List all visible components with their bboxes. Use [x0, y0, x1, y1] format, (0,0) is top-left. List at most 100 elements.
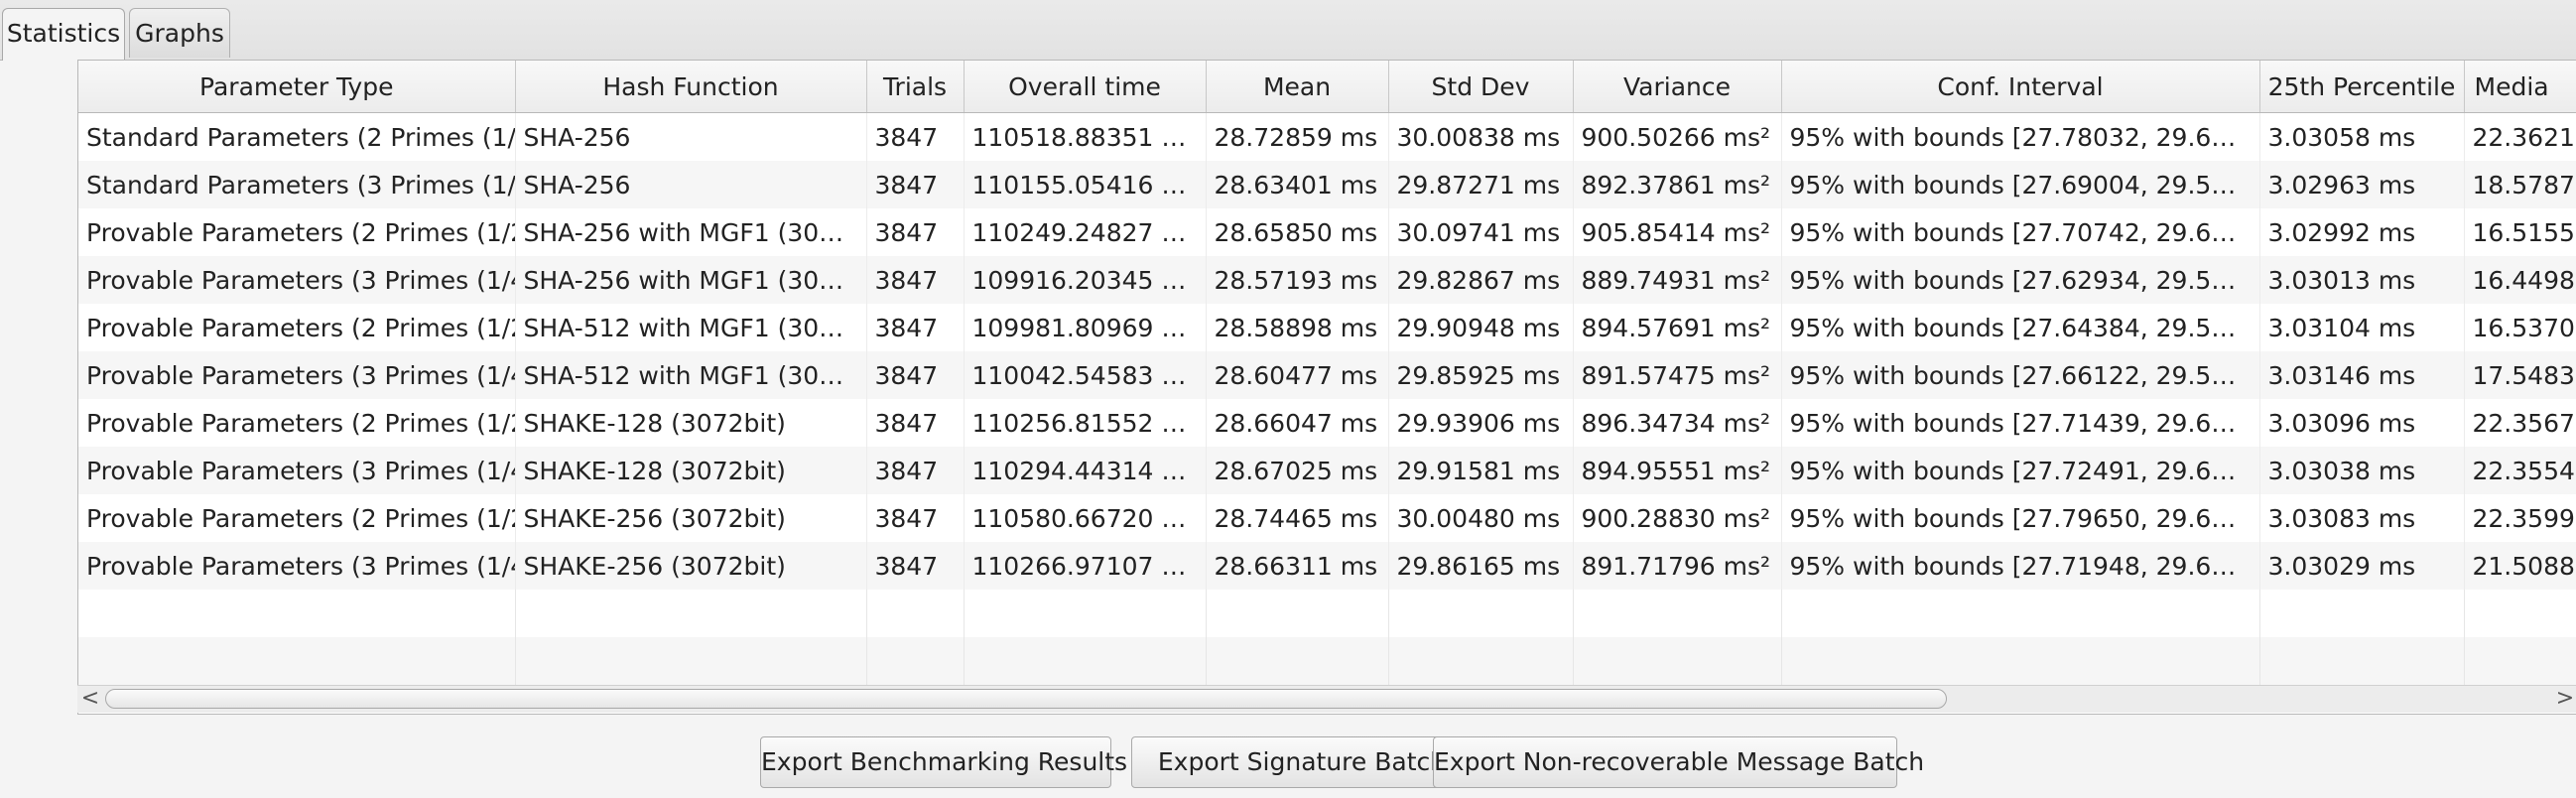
cell-trials: 3847: [866, 161, 965, 208]
empty-cell: [866, 590, 965, 637]
cell-variance: 891.57475 ms²: [1573, 351, 1782, 399]
cell-hash-function: SHA-256 with MGF1 (3072bit): [515, 256, 867, 304]
table-row[interactable]: Provable Parameters (3 Primes (1/4N...SH…: [78, 447, 2576, 494]
cell-std-dev: 29.86165 ms: [1388, 542, 1574, 590]
table-row[interactable]: Provable Parameters (2 Primes (1/2N...SH…: [78, 494, 2576, 542]
empty-cell: [515, 637, 867, 685]
cell-25th-percentile: 3.03013 ms: [2259, 256, 2465, 304]
empty-cell: [866, 637, 965, 685]
cell-25th-percentile: 3.03058 ms: [2259, 112, 2465, 161]
export-non-recoverable-message-batch-button[interactable]: Export Non-recoverable Message Batch: [1433, 736, 1924, 788]
export-signature-batch-button[interactable]: Export Signature Batch: [1131, 736, 1473, 788]
cell-mean: 28.72859 ms: [1206, 112, 1389, 161]
cell-variance: 894.95551 ms²: [1573, 447, 1782, 494]
cell-mean: 28.57193 ms: [1206, 256, 1389, 304]
cell-25th-percentile: 3.02963 ms: [2259, 161, 2465, 208]
cell-overall-time: 110155.05416 ms: [964, 161, 1207, 208]
empty-row: [78, 637, 2576, 685]
tab-bar: Statistics Graphs: [0, 0, 2576, 61]
empty-cell: [2259, 590, 2465, 637]
column-header-25th-percentile[interactable]: 25th Percentile: [2259, 61, 2465, 113]
empty-cell: [1573, 637, 1782, 685]
column-header-conf-interval[interactable]: Conf. Interval: [1781, 61, 2260, 113]
table-row[interactable]: Provable Parameters (3 Primes (1/4N...SH…: [78, 542, 2576, 590]
cell-hash-function: SHA-512 with MGF1 (3072bit): [515, 351, 867, 399]
cell-25th-percentile: 3.03083 ms: [2259, 494, 2465, 542]
empty-cell: [1388, 590, 1574, 637]
empty-cell: [1781, 590, 2260, 637]
cell-median: 16.53704: [2464, 304, 2576, 351]
cell-parameter-type: Provable Parameters (2 Primes (1/2N...: [78, 208, 516, 256]
cell-median: 17.54833: [2464, 351, 2576, 399]
column-header-parameter-type[interactable]: Parameter Type: [78, 61, 516, 113]
column-header-hash-function[interactable]: Hash Function: [515, 61, 867, 113]
cell-parameter-type: Provable Parameters (3 Primes (1/4N...: [78, 351, 516, 399]
table-row[interactable]: Provable Parameters (3 Primes (1/4N...SH…: [78, 256, 2576, 304]
cell-variance: 891.71796 ms²: [1573, 542, 1782, 590]
cell-25th-percentile: 3.02992 ms: [2259, 208, 2465, 256]
empty-cell: [1388, 637, 1574, 685]
cell-std-dev: 30.09741 ms: [1388, 208, 1574, 256]
cell-overall-time: 110294.44314 ms: [964, 447, 1207, 494]
cell-overall-time: 109916.20345 ms: [964, 256, 1207, 304]
table-row[interactable]: Provable Parameters (2 Primes (1/2N...SH…: [78, 304, 2576, 351]
cell-hash-function: SHA-256: [515, 161, 867, 208]
empty-cell: [1206, 590, 1389, 637]
column-header-mean[interactable]: Mean: [1206, 61, 1389, 113]
table-header-row: Parameter Type Hash Function Trials Over…: [78, 61, 2576, 113]
cell-conf-interval: 95% with bounds [27.71439, 29.60654]: [1781, 399, 2260, 447]
cell-25th-percentile: 3.03029 ms: [2259, 542, 2465, 590]
table-row[interactable]: Provable Parameters (2 Primes (1/2N...SH…: [78, 208, 2576, 256]
cell-hash-function: SHA-256 with MGF1 (3072bit): [515, 208, 867, 256]
table-row[interactable]: Standard Parameters (3 Primes (1/4N...SH…: [78, 161, 2576, 208]
cell-trials: 3847: [866, 304, 965, 351]
cell-parameter-type: Provable Parameters (2 Primes (1/2N...: [78, 304, 516, 351]
cell-std-dev: 29.87271 ms: [1388, 161, 1574, 208]
cell-median: 21.50888: [2464, 542, 2576, 590]
cell-median: 22.35542: [2464, 447, 2576, 494]
column-header-median[interactable]: Media: [2464, 61, 2576, 113]
cell-conf-interval: 95% with bounds [27.69004, 29.57799]: [1781, 161, 2260, 208]
column-header-std-dev[interactable]: Std Dev: [1388, 61, 1574, 113]
cell-trials: 3847: [866, 208, 965, 256]
cell-conf-interval: 95% with bounds [27.71948, 29.60673]: [1781, 542, 2260, 590]
empty-cell: [515, 590, 867, 637]
cell-hash-function: SHAKE-128 (3072bit): [515, 447, 867, 494]
table-row[interactable]: Provable Parameters (3 Primes (1/4N...SH…: [78, 351, 2576, 399]
cell-overall-time: 110256.81552 ms: [964, 399, 1207, 447]
scroll-left-arrow-icon[interactable]: <: [80, 686, 100, 711]
cell-parameter-type: Provable Parameters (3 Primes (1/4N...: [78, 256, 516, 304]
cell-median: 22.35679: [2464, 399, 2576, 447]
cell-parameter-type: Provable Parameters (3 Primes (1/4N...: [78, 447, 516, 494]
cell-conf-interval: 95% with bounds [27.78032, 29.67685]: [1781, 112, 2260, 161]
column-header-variance[interactable]: Variance: [1573, 61, 1782, 113]
empty-cell: [1206, 637, 1389, 685]
cell-hash-function: SHA-512 with MGF1 (3072bit): [515, 304, 867, 351]
cell-std-dev: 30.00838 ms: [1388, 112, 1574, 161]
scroll-right-arrow-icon[interactable]: >: [2555, 686, 2575, 711]
cell-variance: 889.74931 ms²: [1573, 256, 1782, 304]
cell-variance: 905.85414 ms²: [1573, 208, 1782, 256]
empty-cell: [2464, 590, 2576, 637]
cell-mean: 28.74465 ms: [1206, 494, 1389, 542]
cell-mean: 28.63401 ms: [1206, 161, 1389, 208]
empty-cell: [964, 637, 1207, 685]
cell-25th-percentile: 3.03038 ms: [2259, 447, 2465, 494]
column-header-overall-time[interactable]: Overall time: [964, 61, 1207, 113]
cell-mean: 28.65850 ms: [1206, 208, 1389, 256]
horizontal-scrollbar[interactable]: < >: [77, 685, 2576, 713]
cell-conf-interval: 95% with bounds [27.72491, 29.61559]: [1781, 447, 2260, 494]
table-row[interactable]: Standard Parameters (2 Primes (1/2N...SH…: [78, 112, 2576, 161]
cell-variance: 900.50266 ms²: [1573, 112, 1782, 161]
table-row[interactable]: Provable Parameters (2 Primes (1/2N...SH…: [78, 399, 2576, 447]
empty-cell: [1781, 637, 2260, 685]
column-header-trials[interactable]: Trials: [866, 61, 965, 113]
cell-median: 22.35996: [2464, 494, 2576, 542]
cell-variance: 900.28830 ms²: [1573, 494, 1782, 542]
tab-statistics[interactable]: Statistics: [2, 8, 125, 61]
cell-mean: 28.67025 ms: [1206, 447, 1389, 494]
export-benchmarking-results-button[interactable]: Export Benchmarking Results: [760, 736, 1127, 788]
scrollbar-thumb[interactable]: [105, 689, 1947, 709]
tab-graphs[interactable]: Graphs: [129, 8, 230, 58]
statistics-table[interactable]: Parameter Type Hash Function Trials Over…: [77, 60, 2576, 715]
